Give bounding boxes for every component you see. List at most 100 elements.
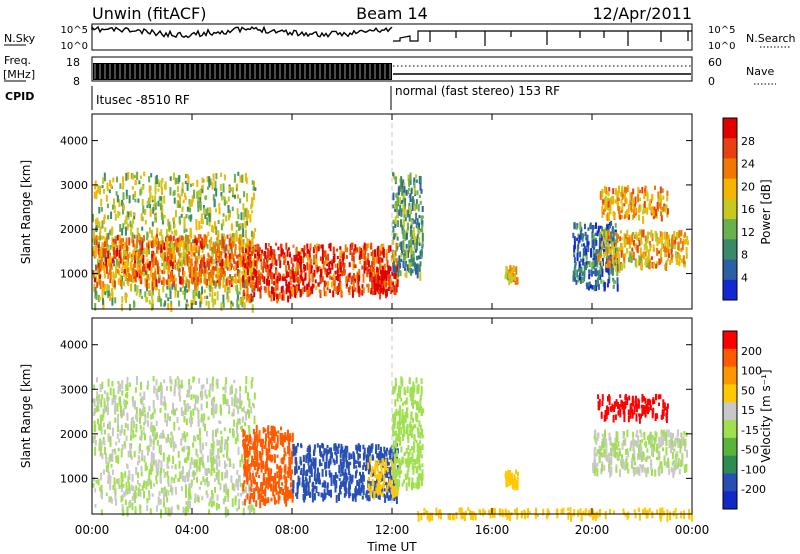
velocity-cell	[103, 440, 106, 446]
velocity-cell	[174, 474, 177, 479]
velocity-cell	[156, 388, 159, 394]
power-cell	[199, 196, 202, 205]
power-cell	[186, 173, 189, 178]
power-cell	[236, 221, 239, 228]
power-cell	[141, 295, 144, 299]
power-cell	[259, 287, 262, 292]
power-cell	[413, 243, 416, 250]
velocity-cell	[250, 463, 253, 467]
velocity-cell	[188, 378, 191, 385]
power-cell	[97, 244, 100, 254]
power-cell	[586, 282, 589, 290]
power-cell	[321, 250, 324, 260]
power-cell	[135, 292, 138, 296]
velocity-cell	[321, 454, 324, 459]
power-cell	[623, 236, 626, 242]
power-cell	[611, 267, 614, 276]
velocity-cell	[224, 483, 227, 488]
velocity-cell	[239, 401, 242, 409]
velocity-cell	[253, 495, 256, 500]
velocity-cell	[236, 418, 239, 425]
velocity-cell	[377, 444, 380, 450]
power-cell	[585, 254, 588, 261]
power-cell	[136, 227, 139, 236]
freq-panel-frame	[91, 56, 693, 82]
power-cell	[177, 263, 180, 270]
nsky-label: N.Sky	[4, 32, 36, 45]
velocity-cell	[275, 489, 278, 495]
power-cell	[623, 203, 626, 207]
velocity-cell	[119, 384, 121, 392]
power-cell	[609, 198, 612, 207]
power-cell	[179, 276, 182, 285]
power-cell	[127, 223, 130, 227]
velocity-cell	[212, 411, 215, 419]
power-cell	[104, 227, 107, 232]
velocity-cell	[190, 482, 193, 488]
power-cell	[222, 246, 225, 251]
velocity-cell	[215, 404, 218, 413]
velocity-cell	[316, 443, 319, 448]
power-cell	[265, 266, 268, 273]
velocity-cell	[248, 484, 251, 492]
velocity-cell	[242, 406, 245, 413]
power-cell	[212, 298, 215, 308]
power-cell	[308, 255, 311, 259]
velocity-cell	[249, 446, 251, 450]
velocity-cell	[168, 416, 171, 422]
power-cell	[378, 280, 381, 284]
power-cell	[603, 251, 606, 259]
power-cell	[281, 285, 284, 293]
power-cell	[365, 266, 368, 271]
power-cell	[406, 264, 409, 272]
velocity-cell	[247, 392, 249, 401]
velocity-cell	[215, 455, 218, 464]
power-cell	[96, 265, 99, 269]
power-cell	[153, 275, 156, 282]
power-cell	[349, 247, 352, 255]
power-cell	[632, 251, 635, 261]
velocity-cell	[160, 385, 163, 394]
power-cell	[578, 261, 581, 268]
velocity-cell	[274, 472, 277, 480]
power-cell	[127, 279, 130, 286]
power-cell	[133, 262, 136, 268]
power-cell	[193, 292, 196, 301]
power-cell	[325, 260, 328, 264]
velocity-cell	[277, 491, 280, 498]
power-cell	[178, 300, 181, 307]
velocity-cell	[121, 503, 124, 512]
velocity-cell	[276, 464, 279, 470]
velocity-cell	[159, 498, 162, 503]
velocity-cell	[390, 472, 393, 481]
power-cell	[677, 232, 680, 239]
power-cell	[194, 235, 197, 244]
power-cell	[660, 197, 663, 202]
power-cell	[189, 269, 192, 279]
velocity-cell	[302, 489, 305, 493]
power-cell	[182, 279, 185, 284]
power-cell	[606, 190, 609, 195]
power-cell	[588, 273, 591, 280]
velocity-cell	[255, 500, 258, 507]
velocity-cell	[384, 481, 387, 486]
power-cell	[205, 261, 208, 266]
velocity-cell	[199, 437, 202, 446]
power-cell	[247, 251, 250, 257]
velocity-cell	[190, 479, 193, 486]
power-cell	[252, 248, 254, 255]
velocity-cell	[124, 422, 127, 428]
power-cell	[394, 206, 397, 212]
power-cell	[253, 268, 256, 277]
power-cell	[222, 239, 225, 249]
power-cell	[150, 173, 153, 178]
velocity-cell	[231, 396, 234, 406]
velocity-cell	[107, 397, 110, 401]
power-cell	[603, 243, 606, 248]
power-cell	[246, 276, 249, 281]
velocity-cell	[305, 455, 308, 463]
power-cell	[188, 262, 191, 267]
velocity-cell	[212, 450, 215, 456]
power-cell	[418, 237, 421, 244]
power-cell	[195, 258, 198, 264]
